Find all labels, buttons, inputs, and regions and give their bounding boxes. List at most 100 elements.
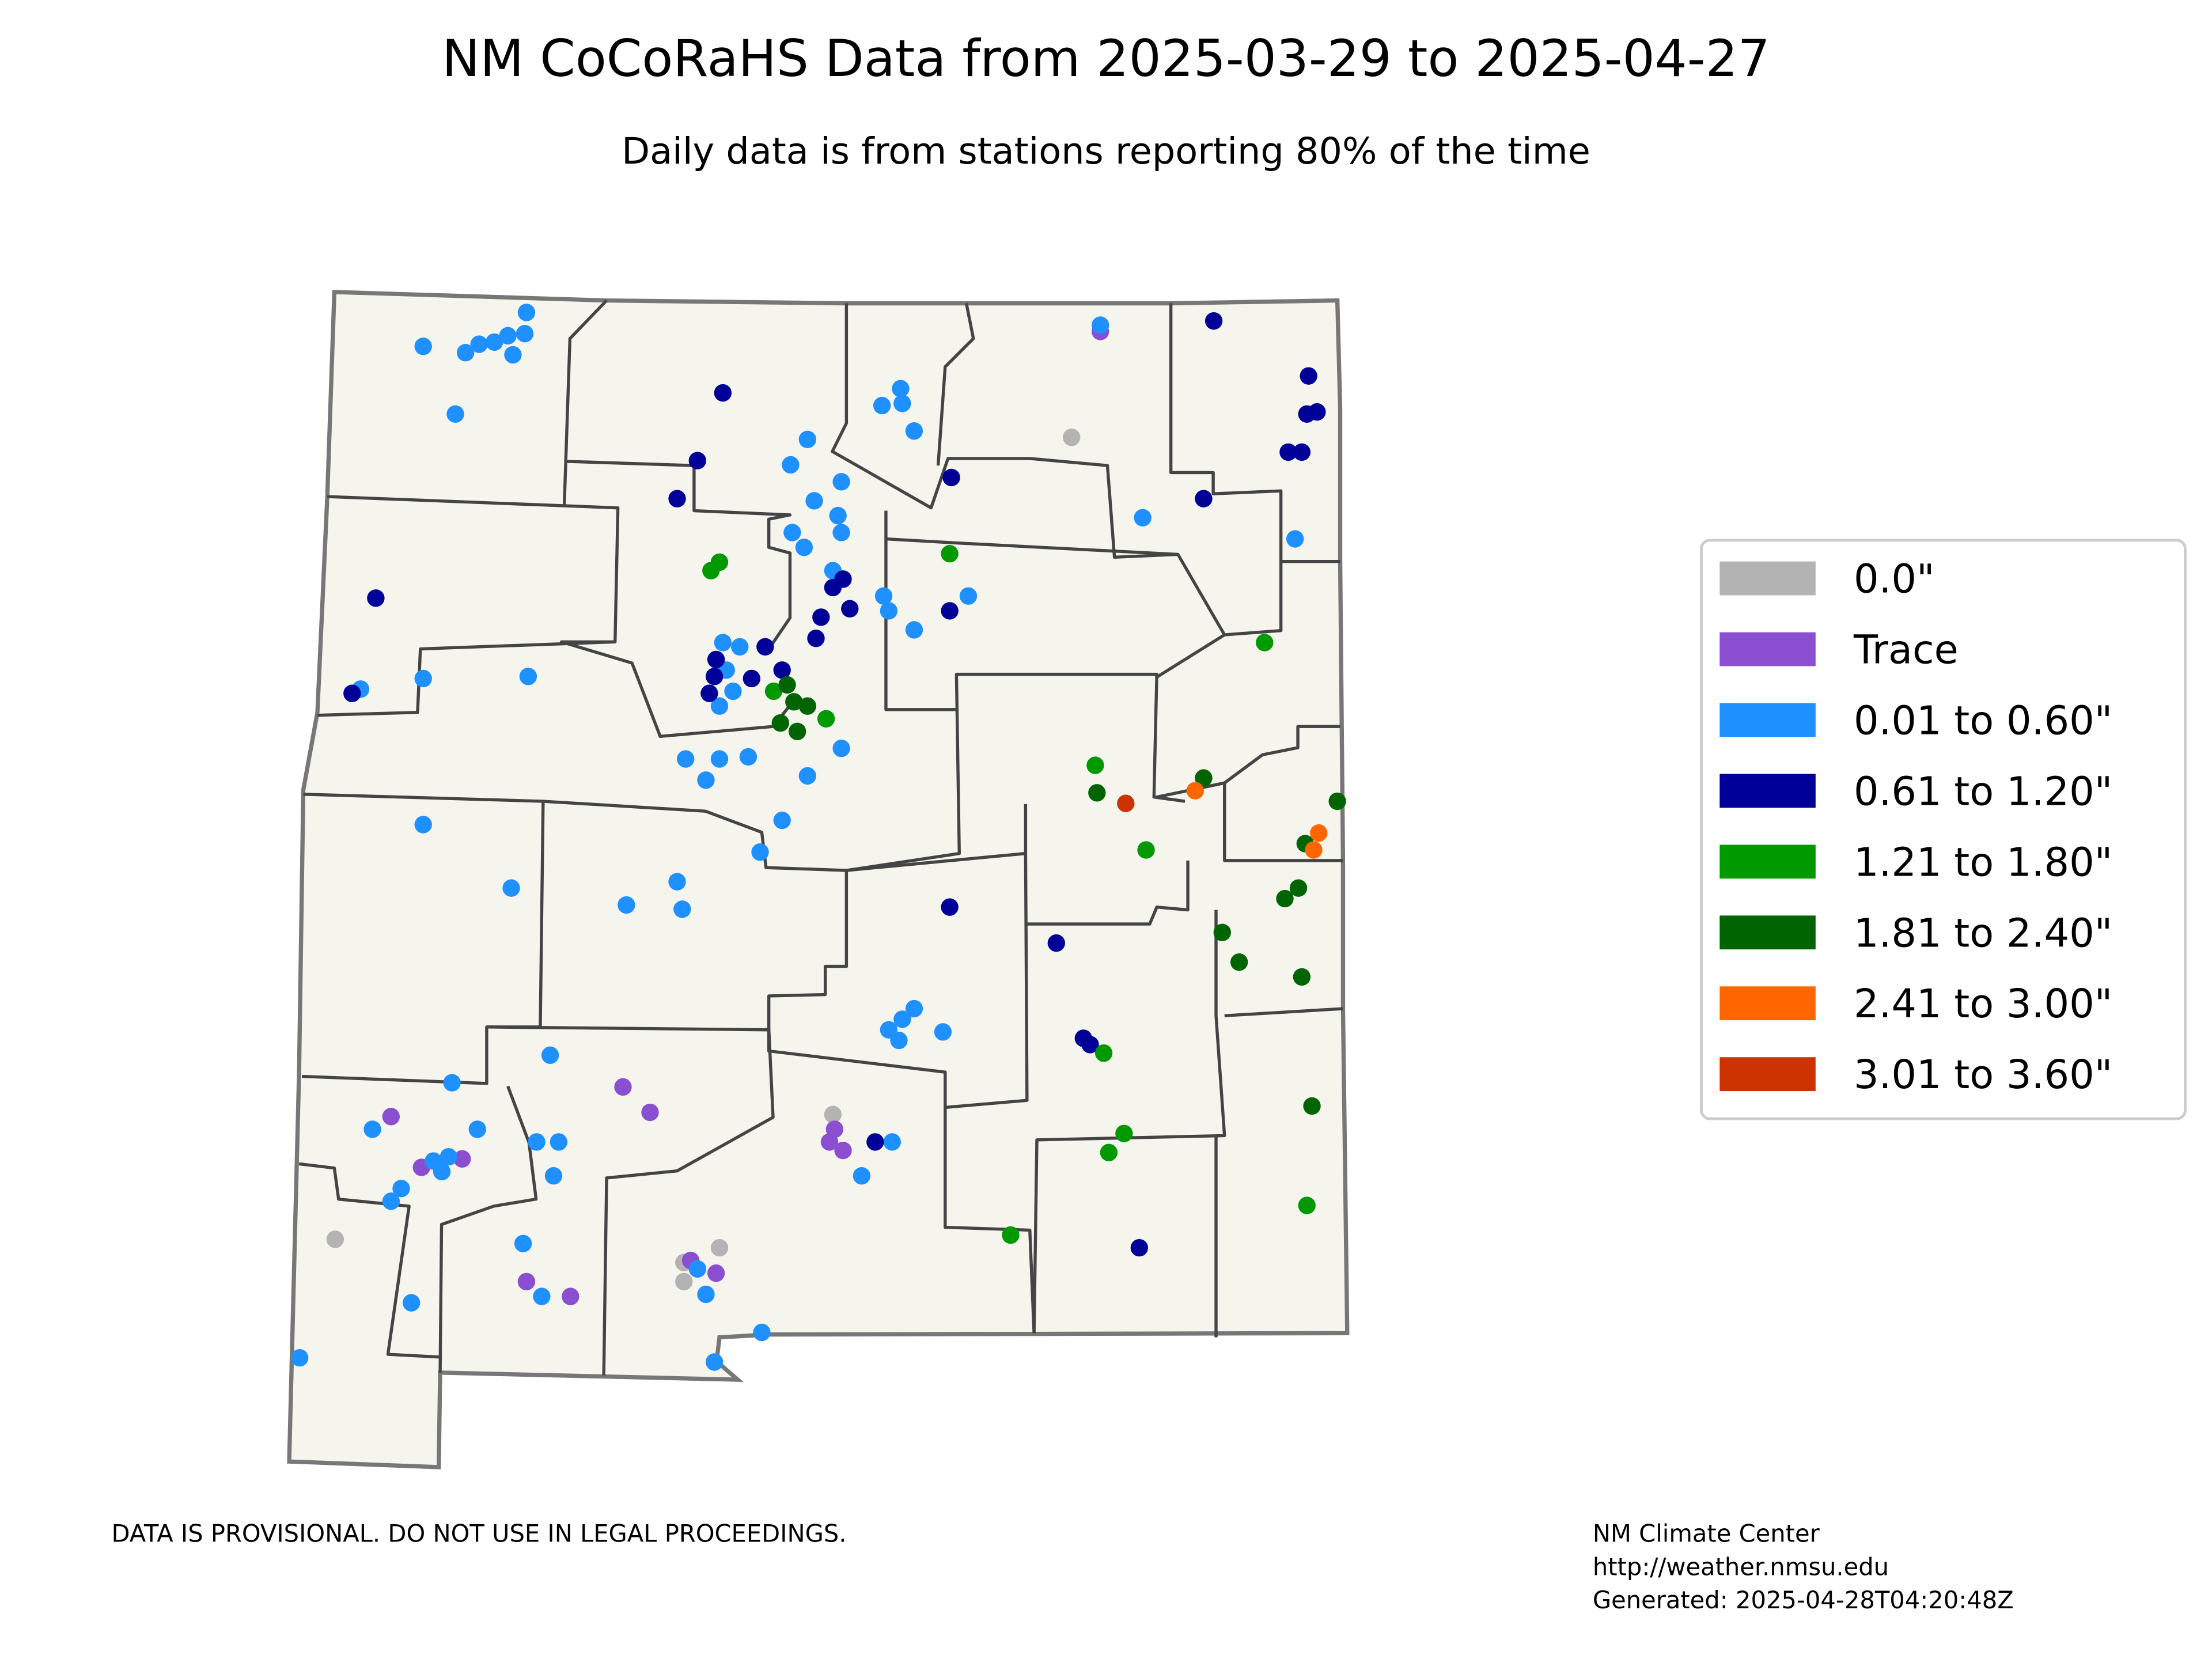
station-dot <box>783 524 801 541</box>
station-dot <box>290 1349 309 1367</box>
station-dot <box>866 1133 884 1151</box>
station-dot <box>700 684 718 702</box>
legend-items: 0.0" Trace 0.01 to 0.60" 0.61 to 1.20" 1.21 … <box>1719 556 2112 1098</box>
station-dot <box>832 524 850 541</box>
station-dot <box>528 1133 546 1151</box>
disclaimer: DATA IS PROVISIONAL. DO NOT USE IN LEGAL… <box>111 1520 846 1548</box>
station-dot <box>1063 429 1081 446</box>
station-dot <box>516 325 534 343</box>
map-title: NM CoCoRaHS Data from 2025-03-29 to 2025… <box>442 29 1770 88</box>
station-dot <box>485 333 503 351</box>
station-dot <box>1081 1036 1099 1054</box>
legend-label: 0.0" <box>1854 556 1935 603</box>
station-dot <box>1256 634 1274 652</box>
credit-line: http://weather.nmsu.edu <box>1593 1552 1889 1581</box>
legend-swatch <box>1719 915 1816 950</box>
station-dot <box>1137 841 1155 859</box>
station-dot <box>834 1141 852 1160</box>
station-dot <box>446 405 464 423</box>
station-dot <box>499 327 517 345</box>
county-lines <box>298 299 1343 1376</box>
station-dot <box>820 1133 839 1151</box>
station-dot <box>707 650 725 669</box>
station-dot <box>541 1046 559 1065</box>
station-dot <box>1002 1226 1020 1244</box>
legend-swatch <box>1719 703 1816 737</box>
station-dot <box>1303 1097 1321 1115</box>
station-dot <box>456 344 475 362</box>
station-dot <box>707 1264 725 1282</box>
station-dot <box>1279 443 1297 461</box>
legend: 0.0" Trace 0.01 to 0.60" 0.61 to 1.20" 1.21 … <box>1700 539 2187 1120</box>
legend-swatch <box>1719 986 1816 1021</box>
station-dot <box>1195 490 1213 507</box>
station-dot <box>1293 968 1311 986</box>
station-dot <box>544 1167 563 1185</box>
station-dot <box>942 468 960 487</box>
station-dot <box>668 490 686 507</box>
station-dot <box>1117 794 1135 812</box>
station-dot <box>880 602 898 620</box>
station-dot <box>504 346 522 364</box>
station-dot <box>841 600 859 618</box>
station-dot <box>1134 509 1152 527</box>
station-dot <box>688 452 706 469</box>
station-dot <box>675 1272 693 1291</box>
station-dot <box>905 621 923 639</box>
station-dot <box>641 1103 659 1122</box>
station-dot <box>618 896 635 914</box>
station-dot <box>443 1074 461 1092</box>
station-dot <box>817 710 835 728</box>
station-dot <box>890 1031 908 1050</box>
station-dot <box>550 1133 567 1151</box>
station-dot <box>773 811 791 830</box>
station-dot <box>795 539 813 556</box>
station-dot <box>705 668 724 685</box>
station-dot <box>1328 792 1346 810</box>
station-dot <box>533 1287 551 1305</box>
station-dot <box>614 1078 632 1096</box>
station-dot <box>677 750 695 768</box>
legend-swatch <box>1719 774 1816 808</box>
station-dot <box>1130 1238 1148 1257</box>
station-dot <box>673 900 691 918</box>
station-dot <box>402 1294 421 1312</box>
station-dot <box>668 873 686 891</box>
station-dot <box>382 1192 400 1210</box>
station-dot <box>1213 923 1231 941</box>
station-dot <box>1092 316 1109 334</box>
station-dot <box>805 492 823 510</box>
station-dot <box>514 1234 532 1252</box>
credit-line: Generated: 2025-04-28T04:20:48Z <box>1593 1586 2014 1614</box>
station-dot <box>1298 1196 1316 1214</box>
credit-line: NM Climate Center <box>1593 1520 1820 1548</box>
legend-label: Trace <box>1853 627 1959 673</box>
station-dot <box>1305 841 1323 859</box>
station-dot <box>440 1147 457 1166</box>
station-dot <box>934 1023 952 1041</box>
station-dot <box>519 668 537 685</box>
station-dot <box>892 380 910 397</box>
station-dot <box>834 570 852 588</box>
station-dot <box>343 684 361 702</box>
station-dot <box>710 697 729 715</box>
station-dot <box>367 589 385 607</box>
station-dot <box>470 335 488 353</box>
station-dot <box>905 999 923 1018</box>
station-dot <box>788 722 806 740</box>
station-dot <box>710 750 729 768</box>
station-dot <box>517 1272 536 1291</box>
station-dot <box>753 1323 771 1342</box>
map-subtitle: Daily data is from stations reporting 80… <box>622 130 1590 173</box>
station-dot <box>392 1180 410 1198</box>
legend-label: 0.61 to 1.20" <box>1854 768 2112 815</box>
station-dot <box>731 638 749 656</box>
station-dot <box>739 748 757 766</box>
station-dot <box>697 771 715 789</box>
station-dot <box>773 661 791 679</box>
legend-swatch <box>1719 561 1816 596</box>
station-dot <box>905 422 923 440</box>
station-dot <box>363 1120 381 1138</box>
station-dot <box>893 1010 911 1028</box>
station-dot <box>1310 824 1328 842</box>
